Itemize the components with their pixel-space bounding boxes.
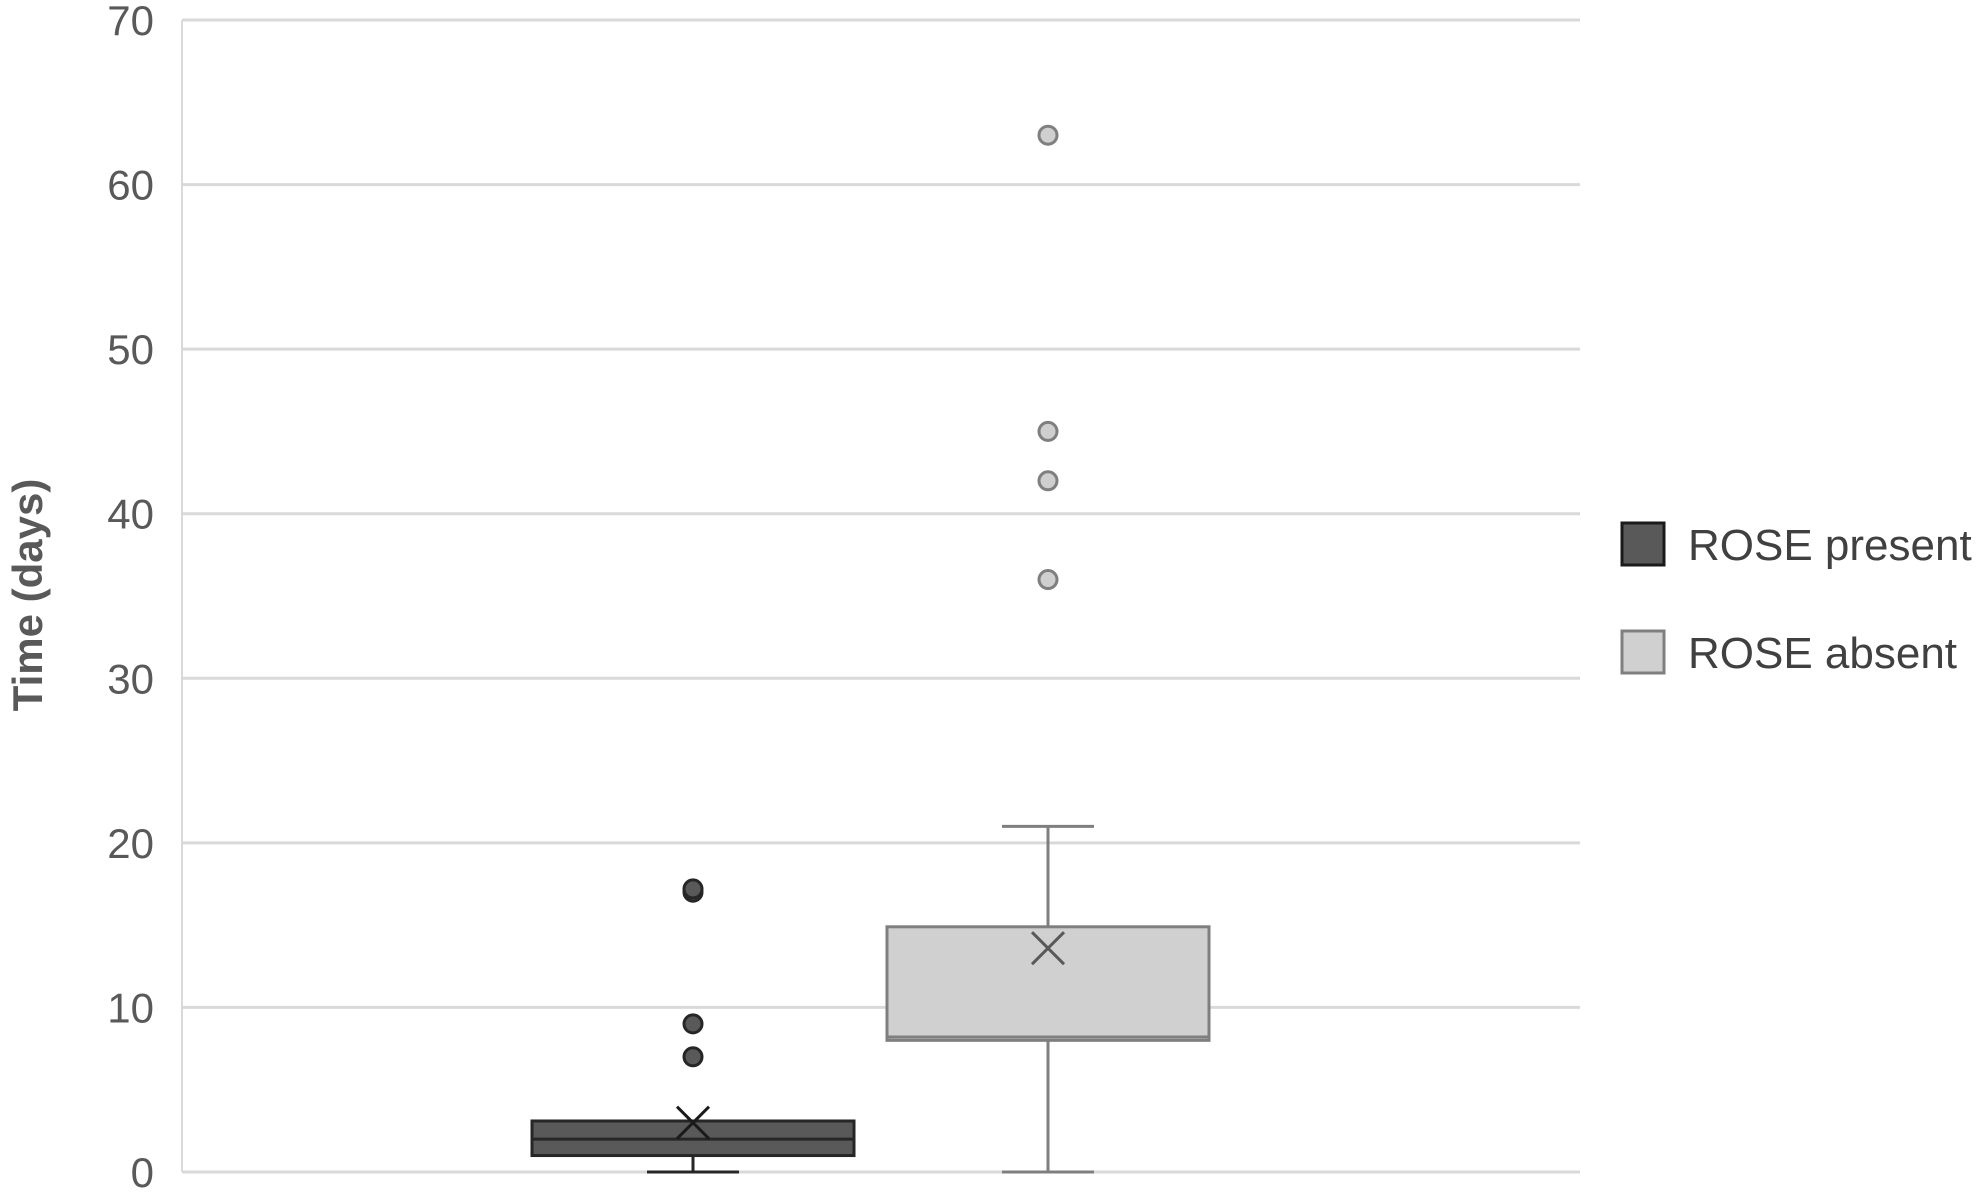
outlier-point [1037, 420, 1059, 442]
legend-swatch [1620, 629, 1666, 675]
box-group [530, 878, 856, 1174]
iqr-box [885, 925, 1211, 1042]
legend-item: ROSE present [1620, 521, 1972, 570]
legend-item: ROSE absent [1620, 629, 1957, 678]
mean-marker [1030, 931, 1066, 966]
y-tick-label: 0 [131, 1149, 154, 1196]
outlier-point [682, 1013, 704, 1035]
y-tick-label: 60 [107, 162, 154, 209]
outlier-point [1037, 470, 1059, 492]
mean-marker [675, 1105, 711, 1140]
outlier-point [1037, 569, 1059, 591]
legend: ROSE present ROSE absent [1620, 521, 1972, 678]
gridlines [181, 18, 1580, 1174]
legend-label: ROSE absent [1688, 629, 1957, 678]
box-series [530, 124, 1211, 1174]
outlier-point [1037, 124, 1059, 146]
y-tick-label: 20 [107, 820, 154, 867]
box-group [885, 124, 1211, 1174]
y-axis-title: Time (days) [4, 479, 51, 712]
y-tick-label: 10 [107, 984, 154, 1031]
outlier-point [682, 878, 704, 900]
y-tick-label: 30 [107, 655, 154, 702]
legend-label: ROSE present [1688, 521, 1972, 570]
legend-swatch [1620, 521, 1666, 567]
outlier-point [682, 1046, 704, 1068]
y-axis-tick-labels: 0 10 20 30 40 50 60 70 [107, 0, 154, 1196]
y-tick-label: 40 [107, 491, 154, 538]
y-tick-label: 70 [107, 0, 154, 44]
y-tick-label: 50 [107, 326, 154, 373]
